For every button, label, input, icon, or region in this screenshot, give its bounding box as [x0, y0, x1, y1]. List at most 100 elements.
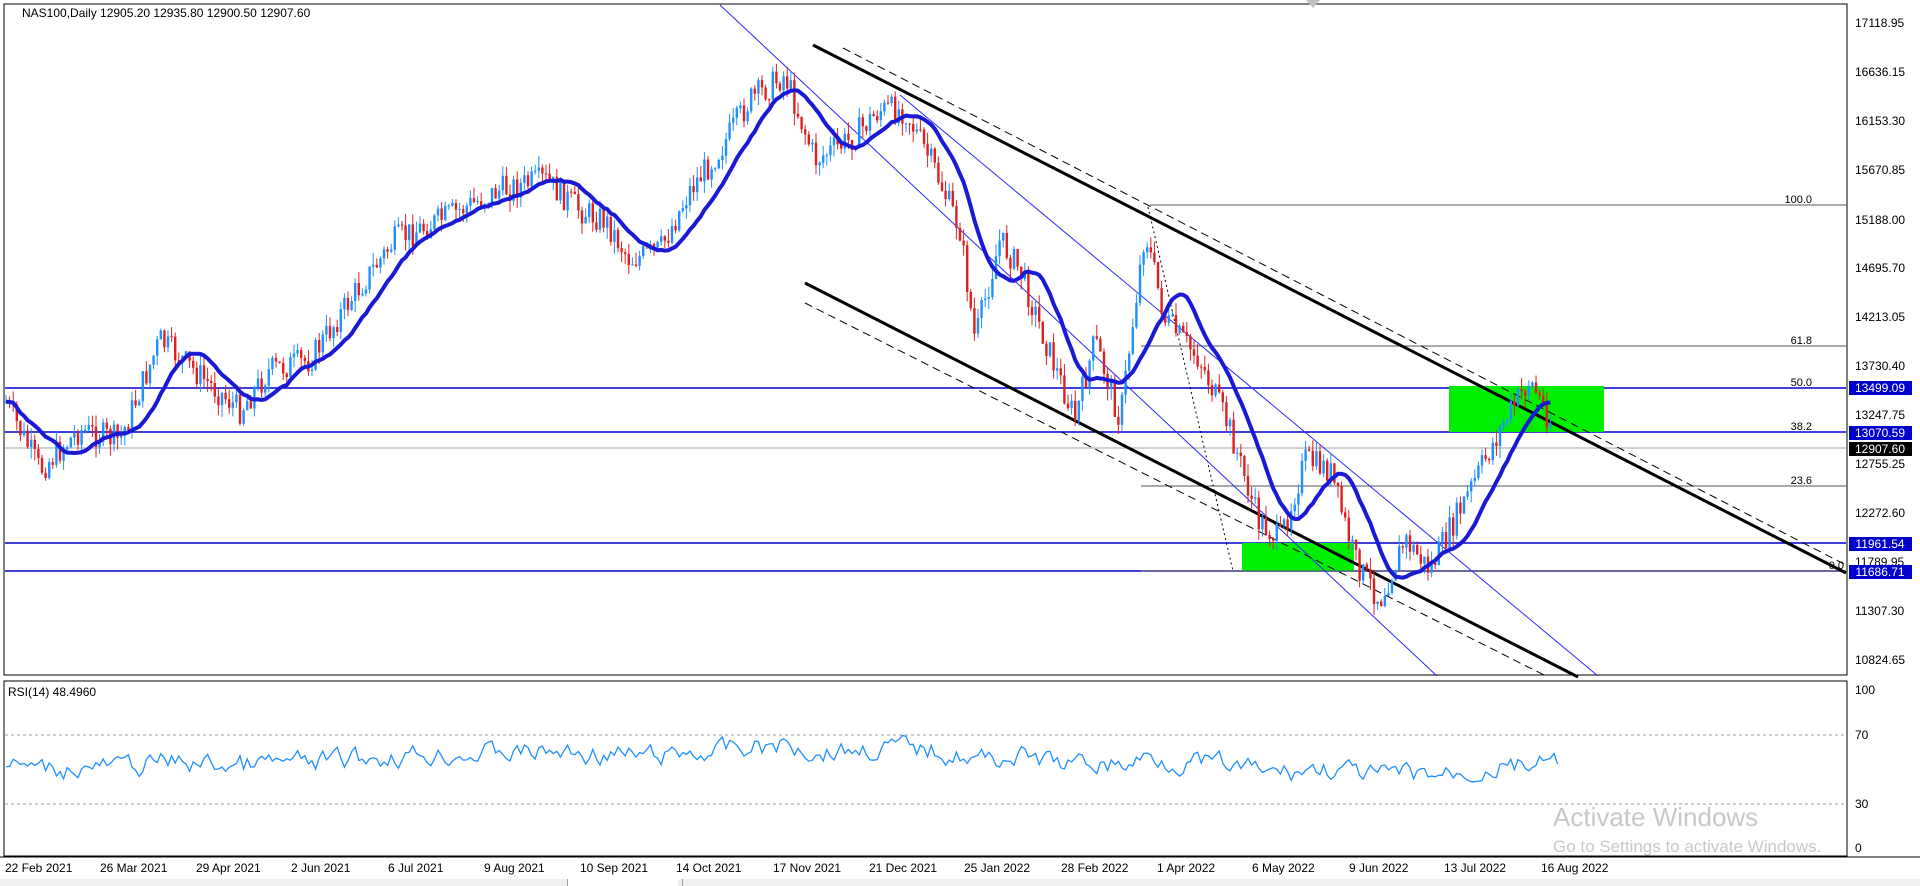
candle-body — [771, 71, 774, 100]
candle-body — [1239, 452, 1242, 457]
date-tick: 25 Jan 2022 — [964, 861, 1030, 875]
descending-channel[interactable] — [804, 43, 1847, 679]
candle-body — [224, 392, 227, 400]
candle-body — [102, 422, 105, 442]
price-label-bg — [1849, 381, 1912, 395]
candle-body — [487, 203, 490, 204]
candle-body — [987, 297, 990, 299]
candle-body — [404, 225, 407, 241]
candle-body — [739, 105, 742, 109]
chart-tab[interactable] — [567, 879, 678, 886]
date-tick: 10 Sep 2021 — [580, 861, 648, 875]
price-tick: 14695.70 — [1855, 261, 1905, 275]
candle-body — [948, 190, 951, 200]
candle-body — [1398, 546, 1401, 571]
candle-body — [775, 71, 778, 84]
candle-body — [746, 111, 749, 122]
candle-body — [264, 385, 267, 393]
fib-trend-line — [1147, 206, 1234, 572]
candle-body — [688, 185, 692, 206]
candle-body — [220, 392, 224, 406]
candle-body — [670, 226, 674, 243]
chart-tab[interactable] — [682, 879, 1920, 886]
date-tick: 29 Apr 2021 — [196, 861, 261, 875]
candle-body — [1434, 562, 1437, 566]
candle-body — [325, 325, 328, 335]
candle-body — [1383, 596, 1386, 606]
candle-body — [1405, 535, 1408, 548]
candle-body — [134, 400, 137, 406]
candle-body — [519, 183, 522, 198]
candle-body — [663, 236, 666, 241]
channel-upper-dashed — [842, 47, 1847, 566]
candle-body — [105, 422, 108, 429]
candle-body — [976, 317, 980, 334]
candle-body — [717, 160, 720, 169]
candle-body — [282, 362, 285, 374]
chart-shift-arrow-icon[interactable] — [1306, 0, 1320, 8]
candle-body — [1250, 495, 1253, 499]
candle-body — [1354, 539, 1358, 550]
candle-body — [69, 437, 72, 448]
candle-body — [638, 255, 641, 266]
channel-upper-trendline[interactable] — [812, 43, 1847, 575]
candle-body — [1311, 450, 1314, 467]
candle-body — [1473, 478, 1476, 482]
regression-channel-upper[interactable] — [719, 4, 1438, 677]
candle-body — [192, 360, 195, 368]
candle-body — [562, 179, 566, 211]
candle-body — [764, 87, 767, 100]
candle-body — [840, 144, 843, 149]
fibonacci-retracement[interactable]: 100.0 61.8 50.0 38.2 23.6 0.0 — [1141, 194, 1846, 572]
candle-body — [1081, 376, 1084, 401]
candle-body — [908, 123, 911, 125]
candle-body — [991, 279, 994, 297]
support-zone[interactable] — [1242, 543, 1354, 571]
candle-body — [1336, 482, 1340, 486]
candle-body — [724, 139, 728, 156]
candle-body — [656, 241, 659, 248]
candle-body — [480, 201, 483, 208]
candle-body — [228, 399, 231, 408]
candle-body — [742, 105, 746, 122]
candle-body — [624, 252, 627, 255]
candle-body — [1149, 247, 1152, 253]
candle-body — [807, 134, 810, 145]
price-label-resistance-high: 13499.09 — [1855, 381, 1905, 395]
candle-body — [1128, 353, 1131, 371]
candle-body — [1016, 249, 1019, 267]
candle-body — [1344, 512, 1347, 518]
candle-body — [940, 182, 944, 191]
candle-body — [566, 191, 569, 211]
candle-body — [15, 404, 18, 422]
candle-body — [382, 249, 386, 259]
rsi-tick: 30 — [1855, 797, 1869, 811]
candle-body — [1365, 564, 1368, 570]
channel-lower-trendline[interactable] — [804, 281, 1579, 679]
candle-body — [1326, 460, 1329, 481]
date-tick: 16 Aug 2022 — [1541, 861, 1609, 875]
regression-channel-lower[interactable] — [899, 94, 1599, 677]
rsi-panel-frame — [3, 680, 1848, 857]
candle-body — [674, 226, 677, 231]
candle-body — [1034, 306, 1037, 315]
price-label-resistance-low: 13070.59 — [1855, 426, 1905, 440]
candle-body — [832, 137, 836, 146]
candle-body — [66, 447, 69, 450]
candle-body — [1534, 382, 1538, 393]
fib-label: 23.6 — [1791, 475, 1812, 487]
candle-body — [1322, 460, 1325, 474]
candle-body — [354, 283, 357, 301]
candle-body — [994, 256, 998, 279]
candle-body — [26, 430, 29, 447]
candle-body — [386, 249, 389, 252]
candle-body — [904, 123, 908, 125]
candle-body — [372, 264, 375, 267]
candle-body — [303, 357, 306, 362]
rsi-tick: 70 — [1855, 728, 1869, 742]
candle-body — [336, 327, 339, 333]
candle-body — [1459, 502, 1462, 514]
candle-body — [1531, 382, 1534, 386]
candle-body — [613, 229, 616, 242]
